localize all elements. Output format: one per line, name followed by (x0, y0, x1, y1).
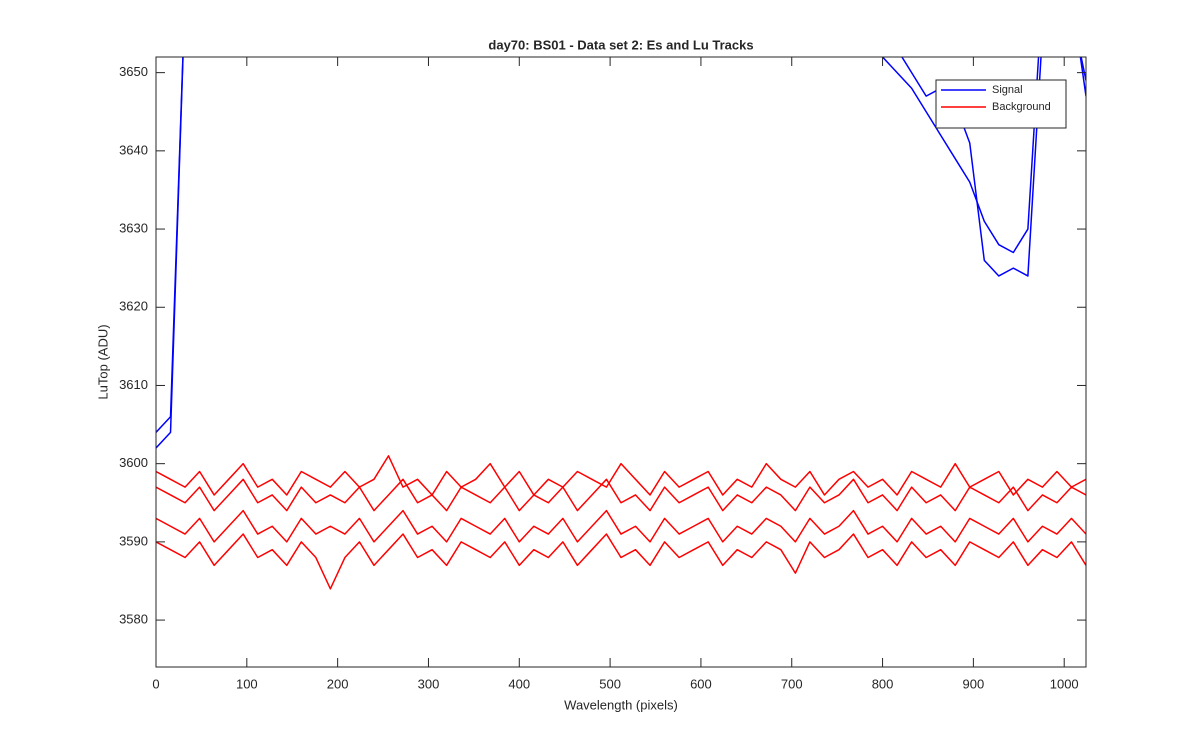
x-tick-label: 1000 (1050, 676, 1079, 691)
x-tick-label: 400 (508, 676, 530, 691)
series-line (156, 57, 1086, 433)
x-tick-label: 700 (781, 676, 803, 691)
x-tick-label: 200 (327, 676, 349, 691)
series-line (156, 478, 1086, 512)
series-line (156, 455, 1086, 496)
y-tick-label: 3610 (119, 377, 148, 392)
y-tick-label: 3650 (119, 64, 148, 79)
x-tick-label: 600 (690, 676, 712, 691)
y-tick-label: 3600 (119, 455, 148, 470)
chart-title: day70: BS01 - Data set 2: Es and Lu Trac… (488, 37, 753, 52)
x-tick-label: 800 (872, 676, 894, 691)
legend-box (935, 79, 1067, 129)
plot-lines (156, 57, 1086, 590)
x-axis-label: Wavelength (pixels) (564, 697, 678, 712)
y-tick-label: 3620 (119, 299, 148, 314)
series-line (156, 509, 1086, 543)
y-tick-label: 3640 (119, 142, 148, 157)
y-tick-label: 3590 (119, 533, 148, 548)
y-tick-label: 3630 (119, 220, 148, 235)
legend-label: Signal (992, 84, 1023, 96)
series-line (156, 533, 1086, 590)
x-tick-label: 900 (963, 676, 985, 691)
plot-area (156, 57, 1086, 667)
x-tick-label: 100 (236, 676, 258, 691)
y-axis-label: LuTop (ADU) (95, 324, 110, 399)
axes-box (155, 56, 1087, 668)
x-tick-label: 0 (152, 676, 159, 691)
x-tick-label: 500 (599, 676, 621, 691)
y-tick-label: 3580 (119, 612, 148, 627)
x-tick-label: 300 (418, 676, 440, 691)
legend-label: Background (992, 101, 1051, 113)
